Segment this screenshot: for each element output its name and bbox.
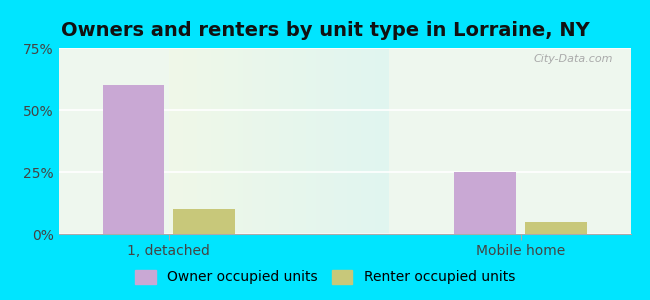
Legend: Owner occupied units, Renter occupied units: Owner occupied units, Renter occupied un… [129, 264, 521, 290]
Bar [454, 172, 516, 234]
Bar [103, 85, 164, 234]
Bar [173, 209, 235, 234]
Bar [525, 222, 586, 234]
Text: City-Data.com: City-Data.com [534, 54, 614, 64]
Text: Owners and renters by unit type in Lorraine, NY: Owners and renters by unit type in Lorra… [60, 21, 590, 40]
